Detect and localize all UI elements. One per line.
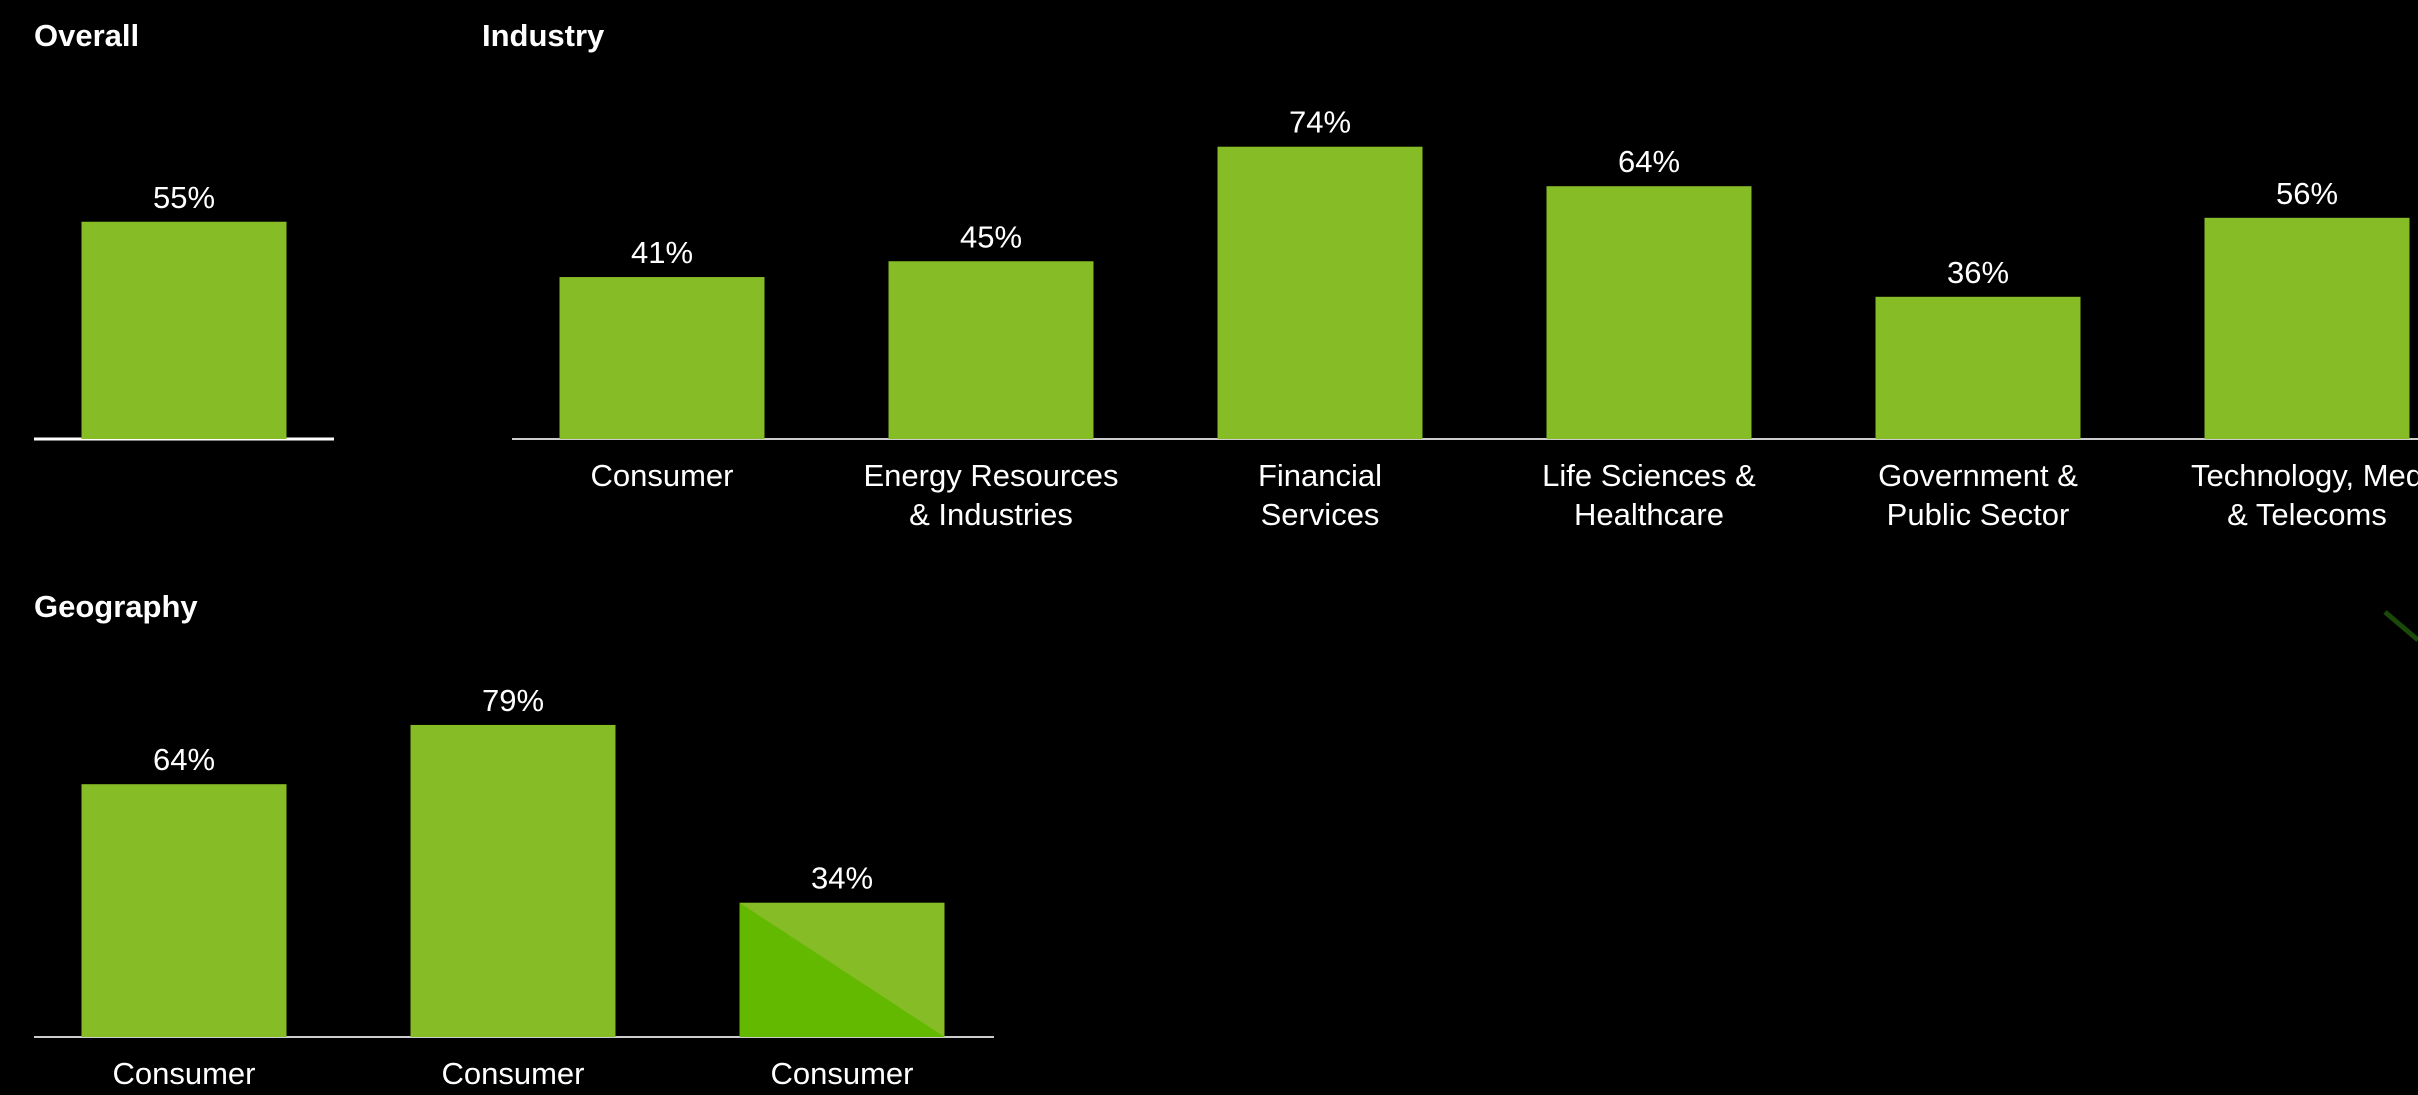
category-label-industry-5-line1: & Telecoms — [2227, 497, 2387, 532]
category-label-geography-0: Consumer — [113, 1056, 256, 1091]
chart-marks: 55% 41% Consumer 45% Energy Resources & Indus… — [81, 105, 2418, 1091]
category-label-industry-4-line1: Public Sector — [1887, 497, 2070, 532]
category-label-industry-3-line0: Life Sciences & — [1542, 458, 1756, 493]
bar-industry-4 — [1875, 296, 2081, 439]
category-label-industry-2-line1: Services — [1261, 497, 1380, 532]
bar-industry-2 — [1217, 146, 1423, 439]
category-label-industry-0: Consumer — [591, 458, 734, 493]
value-label-industry-1: 45% — [960, 219, 1022, 254]
category-label-geography-2: Consumer — [771, 1056, 914, 1091]
panel-title-geography: Geography — [34, 589, 198, 624]
category-label-industry-4-line0: Government & — [1878, 458, 2078, 493]
panel-title-industry: Industry — [482, 18, 605, 53]
category-label-industry-1-line1: & Industries — [909, 497, 1073, 532]
category-label-industry-2-line0: Financial — [1258, 458, 1382, 493]
value-label-industry-5: 56% — [2276, 176, 2338, 211]
bar-overall-0 — [81, 221, 287, 439]
value-label-geography-2: 34% — [811, 861, 873, 896]
category-label-industry-3-line1: Healthcare — [1574, 497, 1724, 532]
panel-title-overall: Overall — [34, 18, 139, 53]
bar-industry-5 — [2204, 217, 2410, 439]
value-label-industry-2: 74% — [1289, 105, 1351, 140]
value-label-industry-3: 64% — [1618, 144, 1680, 179]
bar-geography-1 — [410, 724, 616, 1037]
value-label-industry-0: 41% — [631, 235, 693, 270]
bar-industry-3 — [1546, 186, 1752, 439]
value-label-geography-1: 79% — [482, 683, 544, 718]
value-label-overall-0: 55% — [153, 180, 215, 215]
category-label-industry-1-line0: Energy Resources — [863, 458, 1118, 493]
bar-industry-0 — [559, 277, 765, 439]
value-label-industry-4: 36% — [1947, 255, 2009, 290]
bar-accent-geography-2 — [739, 902, 945, 1037]
category-label-geography-1: Consumer — [442, 1056, 585, 1091]
value-label-geography-0: 64% — [153, 742, 215, 777]
decorative-streak — [2383, 610, 2418, 642]
bar-geography-0 — [81, 784, 287, 1037]
bar-industry-1 — [888, 261, 1094, 439]
category-label-industry-5-line0: Technology, Med — [2191, 458, 2418, 493]
